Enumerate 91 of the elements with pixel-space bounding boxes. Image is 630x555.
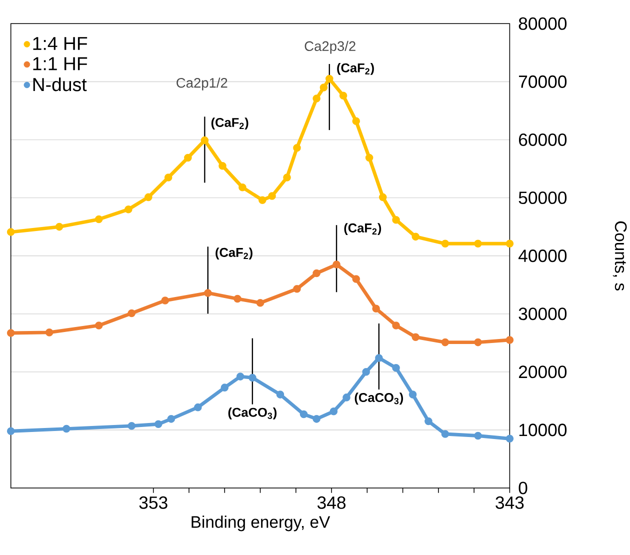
- point: [238, 183, 246, 192]
- point: [506, 336, 514, 344]
- point: [365, 154, 374, 162]
- annotation: (CaCO$_{3}$): [354, 392, 404, 405]
- point: [392, 364, 400, 372]
- y-tick-label: 20000: [518, 366, 567, 378]
- point: [94, 322, 103, 330]
- point: [392, 322, 400, 330]
- annotation: (CaF$_{2}$): [211, 118, 248, 130]
- point: [293, 285, 301, 293]
- legend-label: N-dust: [33, 77, 87, 92]
- point: [144, 193, 152, 202]
- point: [441, 240, 450, 248]
- point: [342, 394, 350, 402]
- point: [375, 354, 383, 362]
- point: [326, 74, 334, 83]
- point: [352, 117, 360, 126]
- point: [339, 92, 348, 100]
- point: [330, 407, 338, 416]
- y-axis-title: Counts, s: [612, 221, 627, 290]
- annotation: Ca2p1/2: [176, 78, 228, 90]
- legend-label: 1:4 HF: [33, 37, 88, 50]
- y-tick-label: 10000: [519, 424, 567, 436]
- point: [258, 196, 266, 204]
- point: [408, 390, 417, 398]
- point: [312, 269, 320, 278]
- point: [256, 298, 264, 307]
- point: [506, 240, 514, 248]
- point: [6, 427, 15, 435]
- point: [204, 289, 212, 297]
- point: [312, 415, 320, 423]
- y-tick-label: 40000: [518, 250, 567, 262]
- point: [62, 424, 70, 433]
- y-tick-label: 70000: [519, 75, 567, 88]
- point: [184, 154, 192, 162]
- point: [234, 294, 242, 303]
- x-tick-label: 343: [496, 496, 524, 509]
- point: [293, 144, 301, 152]
- point: [300, 410, 308, 418]
- point: [154, 420, 162, 428]
- y-tick-label: 60000: [518, 133, 567, 146]
- annotation: (CaF$_{2}$): [216, 248, 252, 260]
- point: [248, 374, 256, 382]
- point: [164, 174, 172, 182]
- point: [194, 403, 202, 412]
- x-tick-label: 353: [139, 496, 168, 509]
- point: [412, 333, 420, 341]
- y-tick-label: 30000: [518, 308, 567, 320]
- point: [312, 94, 320, 102]
- point: [441, 430, 450, 438]
- annotation: (CaF$_{2}$): [344, 223, 382, 235]
- point: [283, 174, 291, 182]
- point: [474, 338, 482, 346]
- point: [220, 384, 229, 392]
- point: [200, 136, 209, 144]
- point: [362, 368, 370, 376]
- point: [372, 304, 380, 313]
- point: [161, 296, 170, 304]
- point: [268, 192, 276, 200]
- point: [45, 328, 54, 336]
- point: [474, 240, 482, 248]
- point: [392, 216, 400, 224]
- y-tick-label: 50000: [518, 192, 567, 204]
- point: [94, 215, 103, 224]
- point: [332, 260, 340, 268]
- point: [474, 432, 482, 440]
- y-tick-label: 80000: [518, 17, 567, 30]
- point: [276, 390, 284, 398]
- point: [128, 422, 136, 430]
- point: [506, 434, 514, 443]
- point: [236, 372, 244, 380]
- x-tick-label: 348: [317, 496, 346, 509]
- point: [441, 338, 450, 346]
- annotation: (CaF$_{2}$): [337, 62, 374, 75]
- point: [167, 415, 176, 423]
- annotation: Ca2p3/2: [304, 40, 356, 54]
- point: [128, 309, 136, 318]
- point: [352, 275, 360, 283]
- point: [378, 193, 387, 202]
- y-tick-label: 0: [518, 482, 528, 494]
- point: [412, 232, 420, 241]
- point: [124, 205, 132, 214]
- point: [55, 222, 64, 231]
- point: [218, 162, 226, 170]
- point: [424, 417, 432, 426]
- legend-label: 1:1 HF: [33, 57, 88, 70]
- point: [6, 329, 15, 337]
- annotation: (CaCO$_{3}$): [228, 407, 277, 420]
- point: [320, 84, 328, 92]
- point: [6, 228, 15, 236]
- x-axis-title: Binding energy, eV: [192, 516, 330, 532]
